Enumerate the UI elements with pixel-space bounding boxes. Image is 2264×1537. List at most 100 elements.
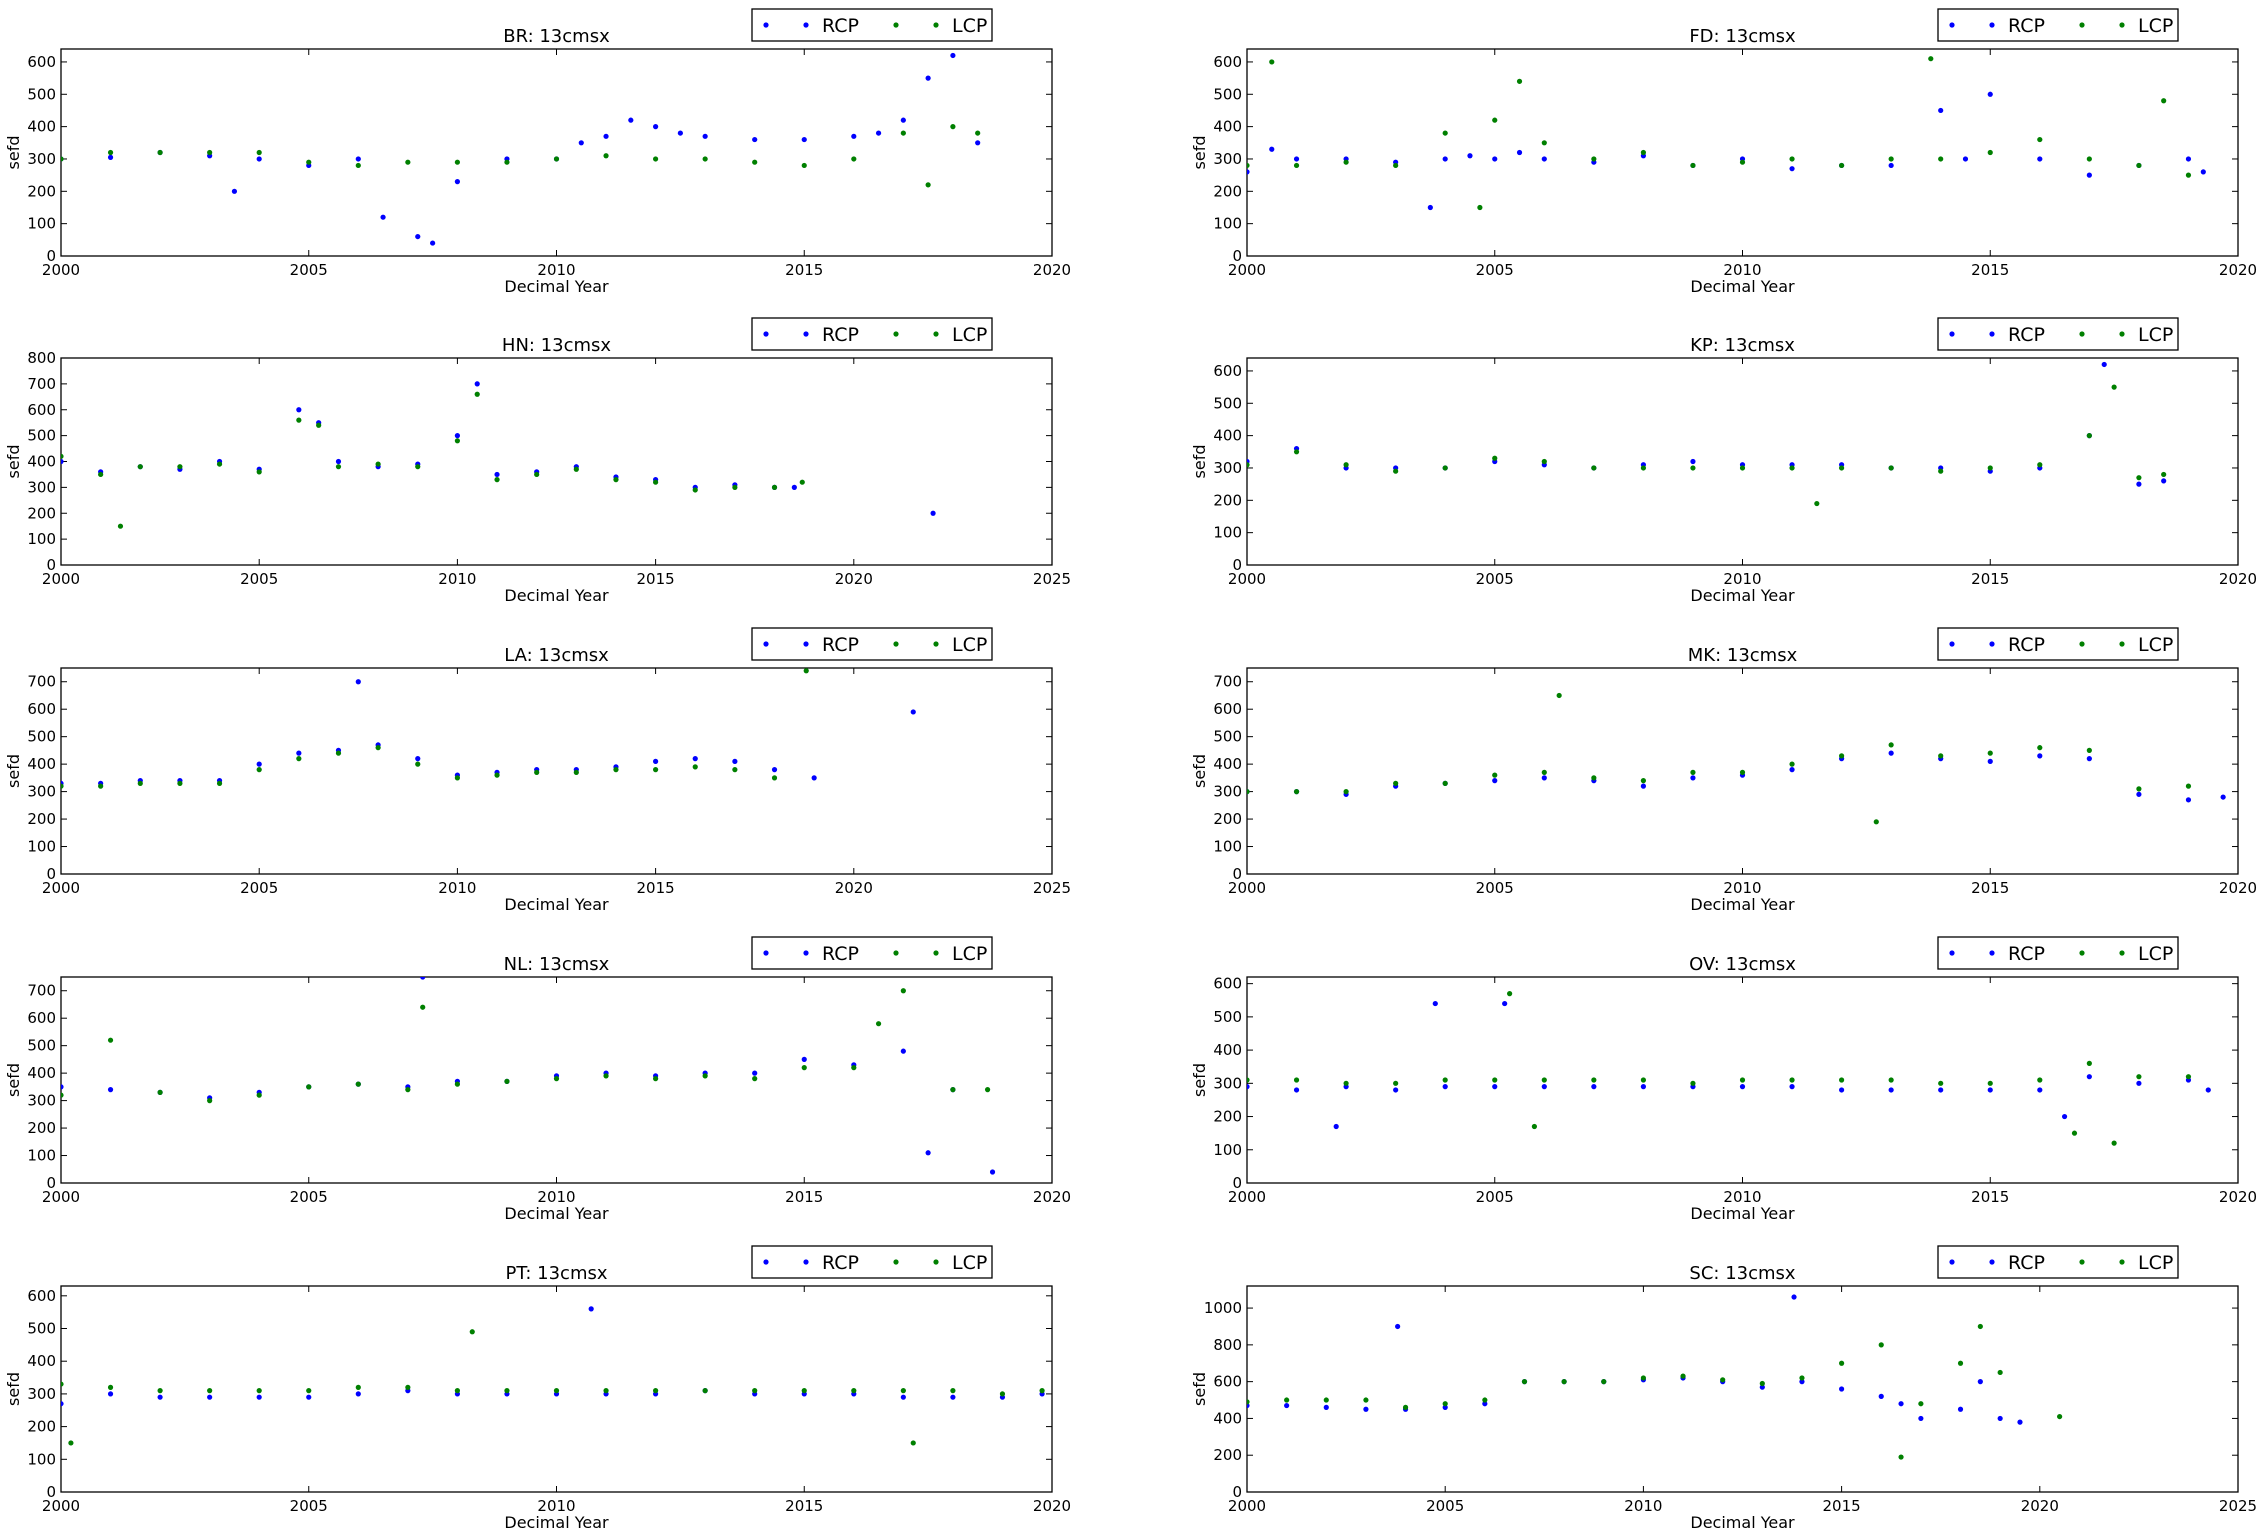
data-point-lcp (1521, 1379, 1528, 1385)
data-point-lcp (1839, 465, 1845, 471)
legend-marker-lcp (2079, 1259, 2085, 1265)
data-point-lcp (1247, 162, 1250, 169)
data-point-rcp (474, 381, 480, 387)
x-axis-label: Decimal Year (504, 1513, 609, 1532)
y-tick-label: 400 (1213, 755, 1242, 773)
plot-frame (60, 357, 1053, 566)
data-point-lcp (950, 1087, 956, 1093)
data-point-lcp (752, 1076, 758, 1082)
data-point-lcp (1938, 1080, 1944, 1086)
data-point-rcp (430, 240, 436, 246)
x-tick-label: 2005 (1426, 1497, 1464, 1515)
y-tick-label: 400 (27, 1064, 56, 1082)
data-point-lcp (1938, 753, 1944, 759)
data-point-rcp (1690, 775, 1696, 781)
data-point-rcp (653, 124, 659, 130)
data-point-rcp (1888, 750, 1894, 756)
plot-frame (1246, 357, 2239, 566)
data-point-lcp (771, 775, 778, 781)
y-tick-label: 600 (27, 1009, 56, 1027)
data-point-lcp (950, 1388, 956, 1394)
y-tick-label: 400 (1213, 118, 1242, 136)
data-point-lcp (1556, 692, 1562, 699)
points-group (1247, 361, 2167, 507)
y-tick-label: 400 (1213, 1041, 1242, 1059)
data-point-lcp (653, 1388, 659, 1394)
data-point-rcp (752, 1070, 758, 1076)
y-tick-label: 1000 (1204, 1299, 1242, 1317)
data-point-rcp (2017, 1419, 2023, 1425)
data-point-rcp (256, 761, 262, 767)
data-point-rcp (256, 156, 262, 162)
legend: RCP LCP (1937, 936, 2179, 970)
data-point-rcp (1363, 1406, 1369, 1412)
data-point-lcp (1789, 761, 1795, 767)
data-point-rcp (107, 1391, 114, 1397)
legend-marker-rcp (1989, 950, 1995, 956)
y-tick-label: 400 (1213, 1409, 1242, 1427)
y-tick-label: 200 (27, 1119, 56, 1137)
legend-marker-rcp (803, 641, 809, 647)
x-tick-label: 2020 (835, 879, 873, 897)
data-point-lcp (207, 1388, 213, 1394)
data-point-lcp (306, 1084, 312, 1090)
data-point-lcp (1839, 1077, 1845, 1083)
legend: RCP LCP (751, 8, 993, 42)
data-point-lcp (2037, 462, 2043, 468)
legend-label-lcp: LCP (952, 634, 987, 656)
x-tick-label: 2000 (1228, 1497, 1266, 1515)
data-point-lcp (216, 780, 223, 786)
x-tick-label: 2000 (42, 261, 80, 279)
data-point-lcp (1293, 449, 1300, 455)
data-point-rcp (2185, 156, 2192, 162)
legend-marker-lcp (933, 1259, 939, 1265)
legend: RCP LCP (1937, 317, 2179, 351)
x-tick-label: 2005 (290, 1188, 328, 1206)
data-point-lcp (296, 417, 302, 423)
x-tick-label: 2000 (42, 1188, 80, 1206)
data-point-rcp (1492, 778, 1498, 784)
data-point-lcp (752, 159, 758, 165)
data-point-lcp (910, 1440, 916, 1446)
data-point-lcp (1997, 1369, 2003, 1376)
data-point-lcp (157, 1089, 163, 1095)
y-tick-label: 600 (1213, 53, 1242, 71)
legend-label-rcp: RCP (2008, 15, 2045, 37)
data-point-lcp (799, 479, 805, 485)
points-group (61, 52, 981, 246)
data-point-rcp (1293, 156, 1300, 162)
chart-title: PT: 13cmsx (505, 1263, 607, 1284)
data-point-rcp (1789, 1084, 1795, 1090)
y-tick-label: 100 (1213, 215, 1242, 233)
data-point-lcp (2136, 162, 2142, 169)
y-tick-label: 200 (1213, 810, 1242, 828)
data-point-rcp (1502, 1000, 1508, 1007)
y-tick-label: 600 (1213, 1373, 1242, 1391)
data-point-lcp (1492, 455, 1498, 461)
data-point-lcp (1690, 162, 1696, 169)
legend-marker-rcp (1989, 641, 1995, 647)
y-tick-label: 700 (1213, 673, 1242, 691)
data-point-lcp (732, 484, 738, 490)
data-point-lcp (1393, 1080, 1399, 1086)
data-point-lcp (256, 1092, 262, 1098)
data-point-rcp (2061, 1113, 2068, 1120)
data-point-lcp (1442, 465, 1448, 471)
y-axis-label: sefd (1190, 1372, 1209, 1406)
y-tick-label: 0 (46, 556, 56, 574)
data-point-lcp (1690, 769, 1696, 775)
data-point-lcp (1640, 1077, 1646, 1083)
data-point-lcp (2136, 786, 2142, 792)
y-tick-label: 200 (1213, 491, 1242, 509)
data-point-lcp (984, 1087, 991, 1093)
chart-panel-3: 2000 2005 2010 2015 2020 2025 0 100 200 300 400 500… (4, 317, 1071, 605)
data-point-lcp (177, 464, 183, 470)
data-point-rcp (1918, 1415, 1924, 1422)
x-tick-label: 2015 (1971, 1188, 2009, 1206)
data-point-rcp (454, 179, 460, 185)
y-tick-label: 100 (27, 1147, 56, 1165)
x-tick-label: 2010 (1723, 879, 1761, 897)
x-tick-label: 2005 (290, 261, 328, 279)
data-point-rcp (306, 1394, 312, 1400)
